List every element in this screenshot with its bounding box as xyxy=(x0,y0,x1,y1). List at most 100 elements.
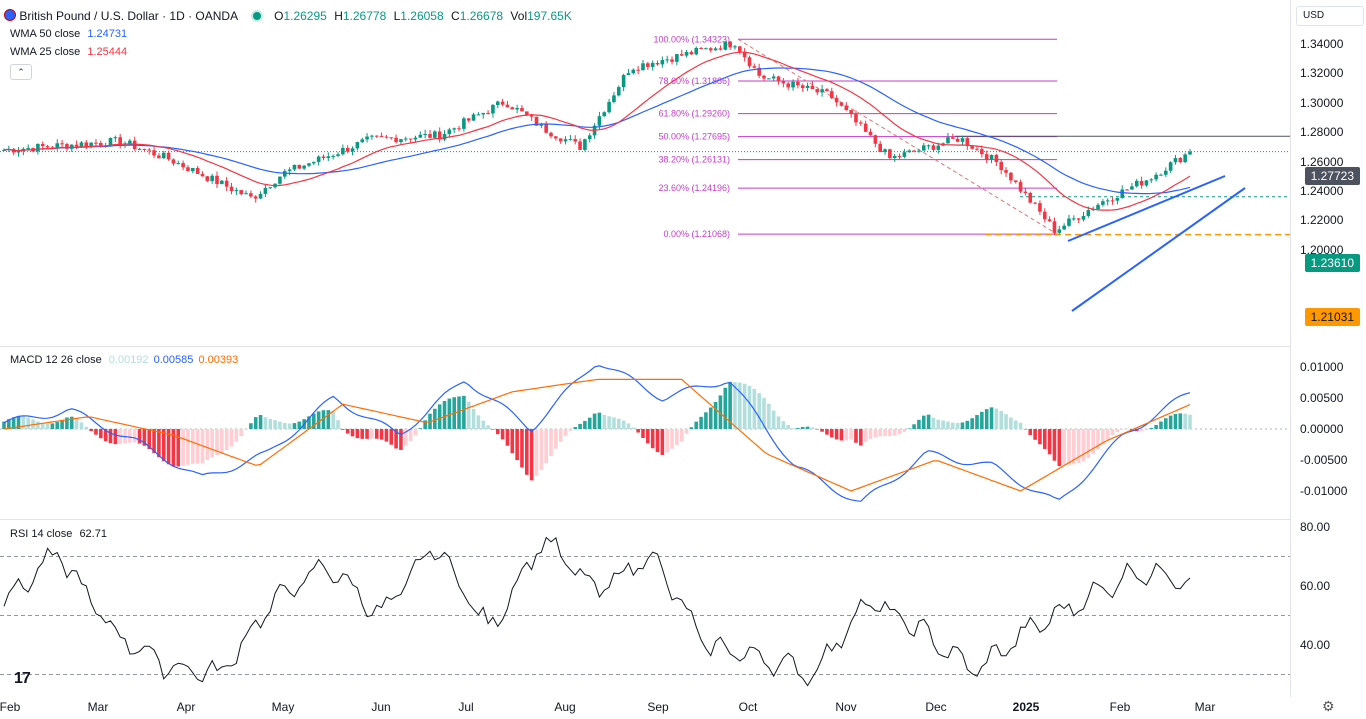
candle-body xyxy=(1173,158,1178,163)
macd-histogram-bar xyxy=(515,429,519,461)
symbol-flag-icon xyxy=(4,9,16,21)
candle-body xyxy=(200,173,205,177)
macd-histogram-bar xyxy=(229,429,234,447)
candle-body xyxy=(723,41,728,50)
candle-body xyxy=(1154,174,1158,180)
macd-line-value: 0.00585 xyxy=(153,354,194,366)
candle-body xyxy=(612,95,616,102)
candle-body xyxy=(525,111,529,116)
macd-histogram-bar xyxy=(767,403,771,429)
candle-body xyxy=(660,60,665,65)
macd-histogram-bar xyxy=(965,420,970,429)
close-label: C xyxy=(451,9,460,23)
macd-histogram-bar xyxy=(791,428,795,429)
macd-histogram-bar xyxy=(481,420,486,429)
macd-histogram-bar xyxy=(74,419,79,429)
macd-axis-tick: -0.01000 xyxy=(1300,484,1348,498)
candle-body xyxy=(607,101,611,113)
macd-histogram-bar xyxy=(263,417,268,429)
price-axis-tick: 1.20000 xyxy=(1300,242,1344,257)
macd-histogram-bar xyxy=(437,404,442,429)
macd-histogram-bar xyxy=(166,429,171,465)
pane-separator-macd-rsi[interactable] xyxy=(0,519,1290,520)
candle-body xyxy=(1076,218,1081,220)
support-price-tag: 1.23610 xyxy=(1304,254,1360,272)
macd-signal-value: 0.00393 xyxy=(198,354,239,366)
candle-body xyxy=(747,57,752,67)
candle-body xyxy=(970,145,974,149)
candle-body xyxy=(708,48,713,51)
macd-histogram-bar xyxy=(16,416,21,429)
candle-body xyxy=(1178,158,1183,163)
macd-histogram-bar xyxy=(1154,424,1158,429)
tradingview-logo[interactable]: 17 xyxy=(14,670,31,687)
macd-histogram-bar xyxy=(544,429,548,464)
macd-histogram-bar xyxy=(1173,413,1178,429)
candle-body xyxy=(752,66,757,68)
time-axis-tick: 2025 xyxy=(1012,700,1040,714)
chart-canvas[interactable]: 100.00% (1.34323) 78.60% (1.31886) 61.80% … xyxy=(0,0,1290,697)
currency-selector[interactable]: USD xyxy=(1296,6,1364,26)
candle-body xyxy=(602,112,607,117)
candle-body xyxy=(578,141,582,150)
time-axis-tick: Jul xyxy=(458,700,474,714)
candle-body xyxy=(776,76,781,82)
settings-gear-icon[interactable]: ⚙ xyxy=(1322,698,1335,714)
macd-histogram-bar xyxy=(355,429,360,439)
macd-histogram-bar xyxy=(152,429,156,454)
resistance-price-tag: 1.27723 xyxy=(1304,167,1360,185)
candle-body xyxy=(302,165,306,169)
low-value: 1.26058 xyxy=(400,9,444,23)
macd-histogram-bar xyxy=(457,396,461,429)
macd-histogram-bar xyxy=(1033,429,1037,440)
rsi-legend[interactable]: RSI 14 close 62.71 xyxy=(10,528,107,540)
candle-body xyxy=(1159,174,1163,176)
macd-histogram-bar xyxy=(815,429,820,430)
symbol-title[interactable]: British Pound / U.S. Dollar · 1D · OANDA xyxy=(19,9,238,23)
macd-histogram-bar xyxy=(878,429,882,437)
low-price-tag: 1.21031 xyxy=(1304,308,1360,326)
candle-body xyxy=(442,134,447,140)
macd-histogram-bar xyxy=(365,429,369,439)
candle-body xyxy=(258,193,263,199)
macd-histogram-bar xyxy=(1067,429,1071,465)
candle-body xyxy=(108,137,113,147)
candle-body xyxy=(84,142,89,147)
macd-histogram-bar xyxy=(786,425,791,429)
candle-body xyxy=(481,112,486,115)
time-axis-tick: Dec xyxy=(925,700,947,714)
pane-separator-price-macd[interactable] xyxy=(0,346,1290,347)
candle-body xyxy=(418,134,423,138)
macd-histogram-bar xyxy=(616,418,621,429)
candle-body xyxy=(1086,210,1091,216)
candle-body xyxy=(631,69,636,74)
candle-body xyxy=(670,59,674,62)
macd-histogram-bar xyxy=(157,429,161,458)
candle-body xyxy=(616,87,621,96)
candle-body xyxy=(1009,172,1013,181)
rsi-axis-tick: 60.00 xyxy=(1300,579,1331,593)
candle-body xyxy=(994,154,999,163)
wma50-legend[interactable]: WMA 50 close 1.24731 xyxy=(10,28,127,40)
collapse-legend-button[interactable]: ⌃ xyxy=(10,64,32,80)
fib-level-label-5: 23.60% (1.24196) xyxy=(658,183,730,193)
candle-body xyxy=(1067,218,1071,226)
wma25-legend[interactable]: WMA 25 close 1.25444 xyxy=(10,46,127,58)
macd-histogram-bar xyxy=(1115,429,1120,432)
candle-body xyxy=(757,67,761,76)
candle-body xyxy=(713,48,718,51)
open-value: 1.26295 xyxy=(283,9,327,23)
macd-histogram-bar xyxy=(210,429,214,458)
macd-legend[interactable]: MACD 12 26 close 0.00192 0.00585 0.00393 xyxy=(10,354,238,366)
macd-histogram-bar xyxy=(205,429,210,460)
macd-histogram-bar xyxy=(989,407,994,429)
candle-body xyxy=(161,152,166,159)
candle-body xyxy=(239,190,243,195)
macd-histogram-bar xyxy=(147,429,152,450)
candle-body xyxy=(583,139,587,150)
macd-histogram-bar xyxy=(757,393,761,429)
candle-body xyxy=(384,136,389,138)
candle-body xyxy=(190,167,195,172)
macd-histogram-bar xyxy=(36,421,40,429)
candle-body xyxy=(316,156,321,162)
